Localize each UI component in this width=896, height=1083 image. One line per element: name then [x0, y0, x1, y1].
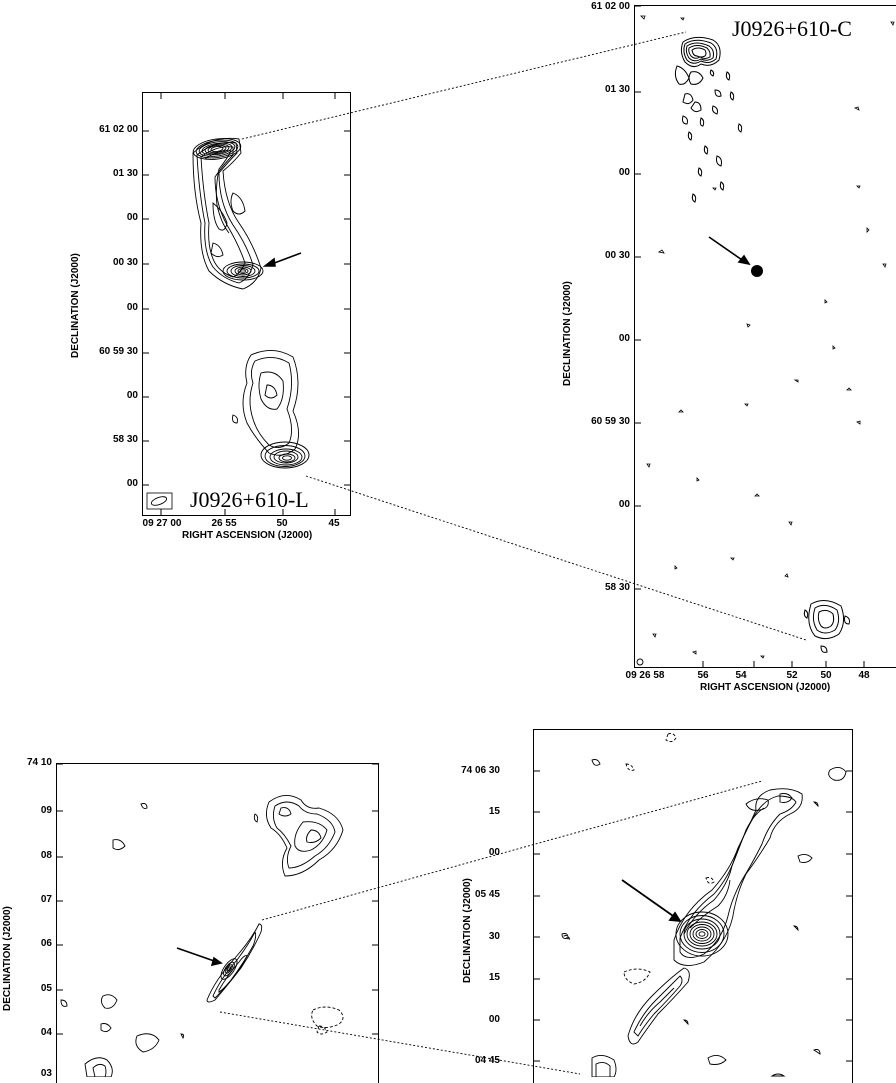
contour-map-top-right: [635, 5, 895, 667]
ytick: 60 59 30: [99, 346, 138, 357]
xtick: 26 55: [211, 518, 237, 529]
ytick: 01 30: [604, 84, 630, 95]
connector-line: [261, 780, 763, 921]
connector-line: [241, 31, 687, 140]
ytick: 05 45: [474, 889, 500, 900]
ytick: 00: [488, 1014, 500, 1025]
ytick: 00: [126, 478, 138, 489]
xtick: 56: [697, 670, 709, 681]
x-axis-title: RIGHT ASCENSION (J2000): [700, 682, 831, 693]
ytick: 05: [40, 983, 52, 994]
xtick: 52: [786, 670, 798, 681]
x-axis-title: RIGHT ASCENSION (J2000): [182, 530, 313, 541]
ytick: 08: [40, 850, 52, 861]
ytick: 58 30: [604, 582, 630, 593]
panel-top-left: [142, 92, 351, 516]
ytick: 58 30: [112, 434, 138, 445]
source-label-top-left: J0926+610-L: [190, 487, 309, 512]
ytick: 00: [618, 499, 630, 510]
ytick: 00: [126, 302, 138, 313]
ytick: 06: [40, 938, 52, 949]
ytick: 00: [126, 212, 138, 223]
ytick: 60 59 30: [591, 416, 630, 427]
xtick: 48: [858, 670, 870, 681]
xtick: 45: [328, 518, 340, 529]
xtick: 09 26 58: [625, 670, 665, 681]
ytick: 04 45: [474, 1055, 500, 1066]
ytick: 09: [40, 805, 52, 816]
xtick: 54: [735, 670, 747, 681]
arrow-icon: [708, 236, 751, 266]
ytick: 00 30: [112, 257, 138, 268]
ytick: 61 02 00: [99, 124, 138, 135]
contour-map-bottom-right: [534, 733, 852, 1078]
ytick: 04: [40, 1027, 52, 1038]
ytick: 07: [40, 894, 52, 905]
ytick: 00: [488, 847, 500, 858]
arrow-icon: [262, 252, 302, 267]
panel-bottom-right: [533, 729, 853, 1083]
xtick: 09 27 00: [142, 518, 182, 529]
ytick: 00: [618, 167, 630, 178]
arrow-icon: [176, 947, 223, 967]
ytick: 01 30: [112, 168, 138, 179]
ytick: 00 30: [604, 250, 630, 261]
xtick: 50: [276, 518, 288, 529]
core-marker: [751, 265, 763, 277]
ytick: 61 02 00: [591, 1, 630, 12]
connector-line: [305, 475, 807, 641]
source-label-top-right: J0926+610-C: [732, 16, 852, 41]
ytick: 00: [618, 333, 630, 344]
xtick: 50: [820, 670, 832, 681]
ytick: 00: [126, 390, 138, 401]
connector-line: [219, 1011, 581, 1075]
ytick: 15: [488, 972, 500, 983]
ytick: 74 10: [26, 757, 52, 768]
contour-map-top-left: [143, 93, 350, 515]
ytick: 15: [488, 806, 500, 817]
ytick: 03: [40, 1068, 52, 1079]
panel-top-right: [634, 5, 896, 668]
ytick: 74 06 30: [461, 765, 500, 776]
contour-map-bottom-left: [57, 763, 378, 1078]
panel-bottom-left: [56, 763, 379, 1083]
ytick: 30: [488, 931, 500, 942]
arrow-icon: [621, 879, 682, 923]
